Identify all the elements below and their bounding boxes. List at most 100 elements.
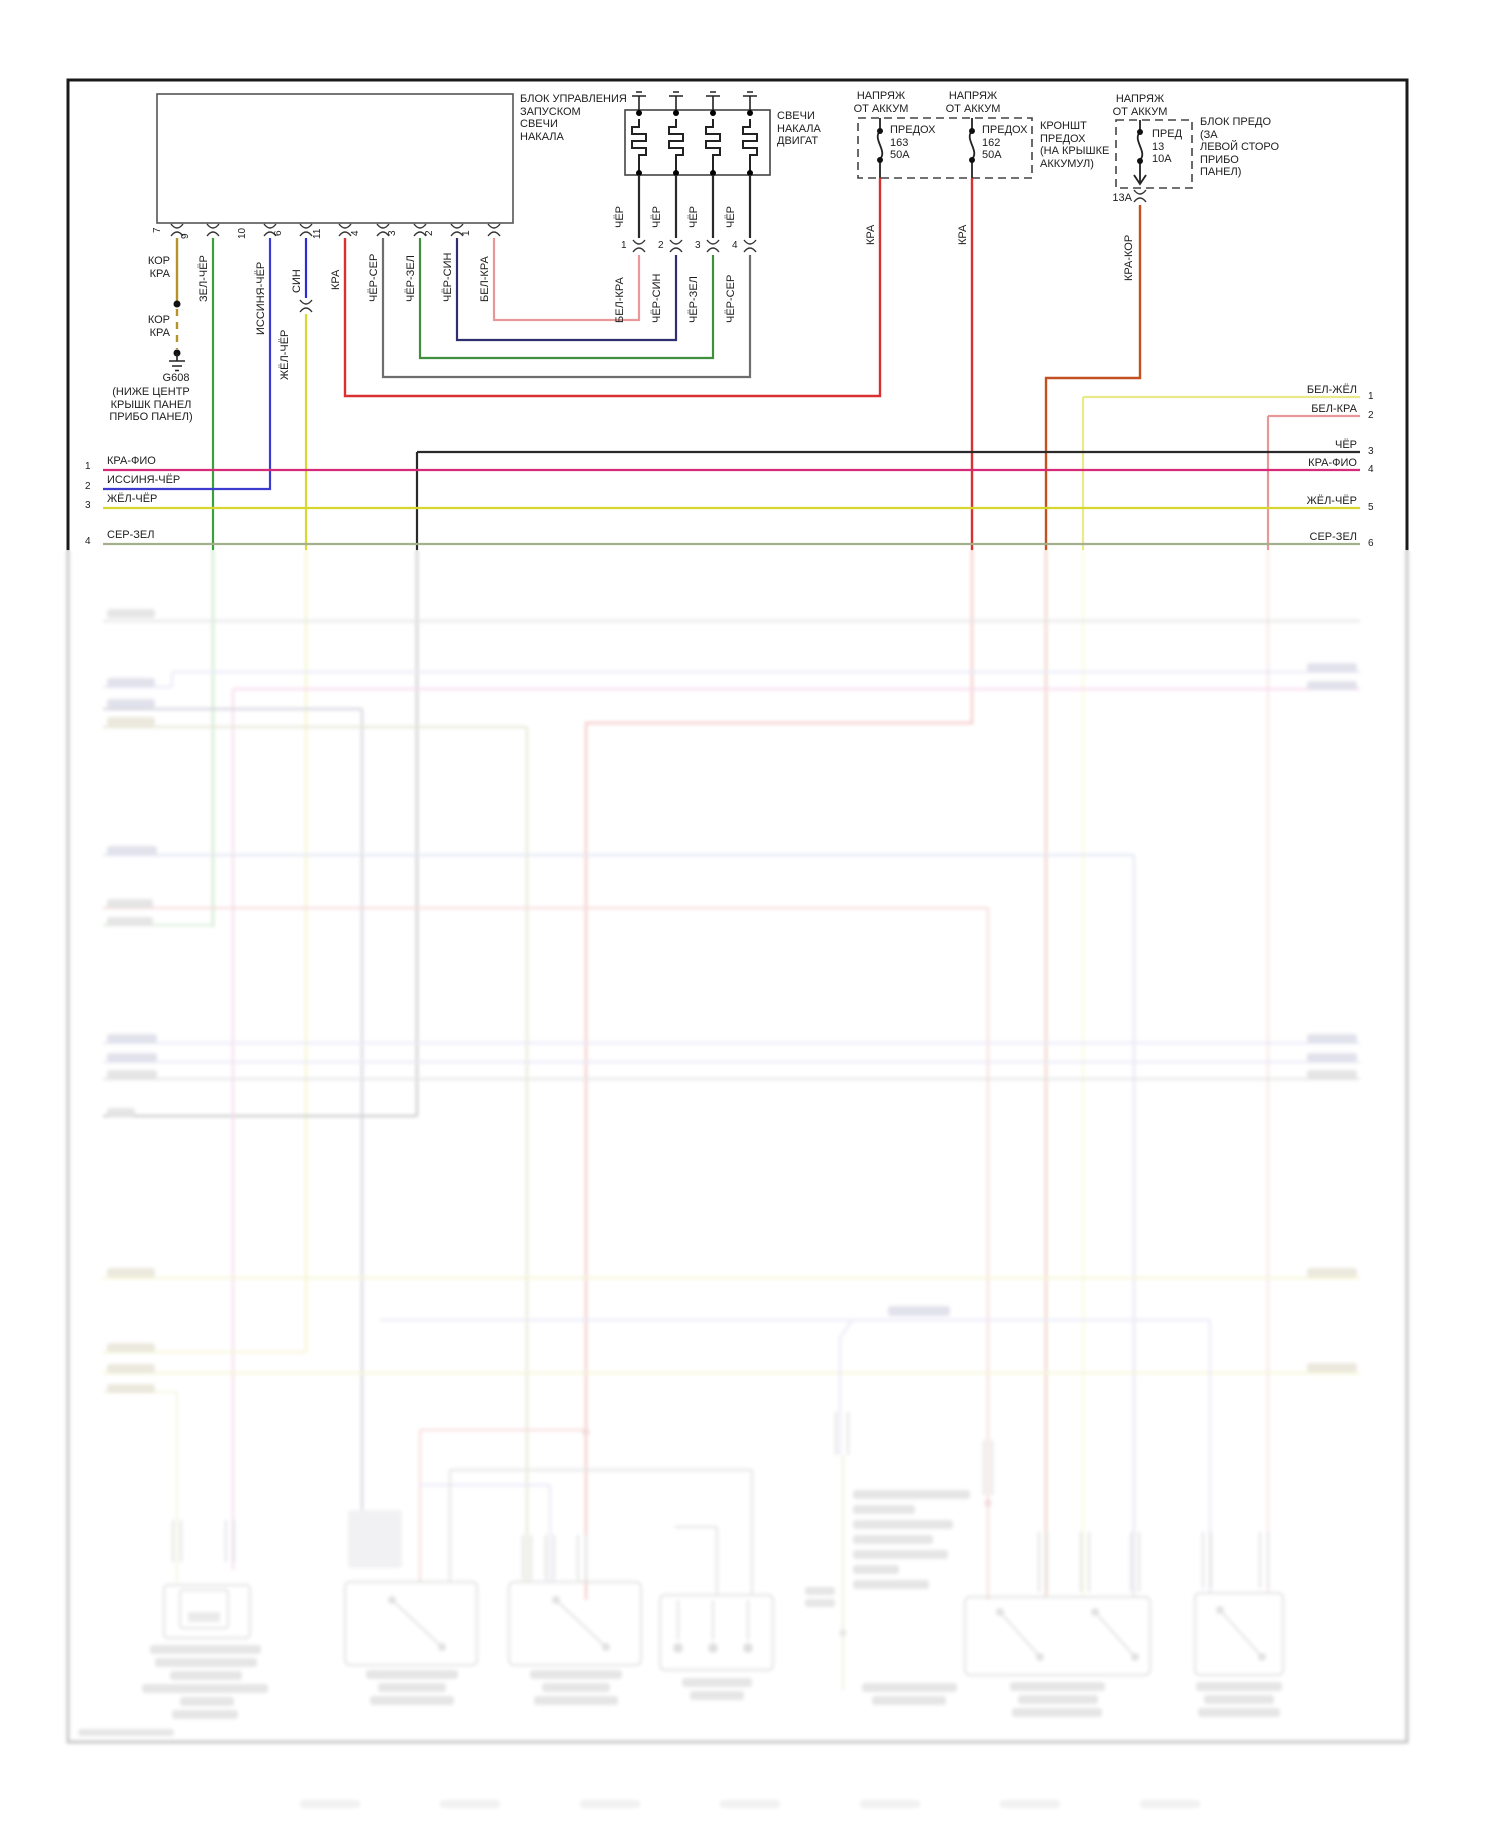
blurred-label <box>107 1053 157 1062</box>
right-terminal-number: 4 <box>1368 464 1374 475</box>
right-terminal-label: ЖЁЛ-ЧЁР <box>1306 495 1357 507</box>
cu-pin-number: 4 <box>350 230 361 236</box>
blurred-label <box>853 1505 915 1514</box>
batt-voltage-label-1: НАПРЯЖ ОТ АККУМ <box>853 90 909 115</box>
right-terminal-number: 2 <box>1368 410 1374 421</box>
blurred-label <box>1307 1053 1357 1062</box>
blurred-label <box>107 846 157 855</box>
right-terminal-label: БЕЛ-ЖЁЛ <box>1306 384 1357 396</box>
cu-pin-number: 7 <box>152 227 163 233</box>
wire-label-issinya-chyor: ИССИНЯ-ЧЁР <box>255 261 267 335</box>
wire-issinya-chyor <box>103 238 272 491</box>
blurred-footer <box>1140 1800 1200 1808</box>
blurred-label <box>1307 1363 1357 1372</box>
wire-label-kra: КРА <box>330 269 342 290</box>
left-terminal-number: 4 <box>85 536 91 547</box>
blurred-caption <box>690 1691 744 1700</box>
blurred-caption <box>180 1697 234 1706</box>
plug-pin-number: 2 <box>658 240 664 251</box>
glow-plug-chyor-wires <box>637 175 752 238</box>
right-terminal-label: БЕЛ-КРА <box>1311 403 1357 415</box>
blurred-caption <box>155 1658 257 1667</box>
blurred-caption <box>1012 1708 1102 1717</box>
blurred-label <box>107 717 155 726</box>
blurred-label <box>805 1599 835 1607</box>
wire-label-zhel-chyor: ЖЁЛ-ЧЁР <box>279 329 291 380</box>
wire-bel-kra <box>492 238 641 322</box>
plug-wire-label: БЕЛ-КРА <box>614 277 626 323</box>
cu-pin-number: 11 <box>312 228 323 239</box>
fuse-162-label: ПРЕДОХ 162 50А <box>982 124 1028 161</box>
blurred-label <box>107 1268 155 1277</box>
wire-label-chyor-ser: ЧЁР-СЕР <box>368 253 380 302</box>
blurred-caption <box>542 1683 610 1692</box>
blurred-caption <box>682 1678 752 1687</box>
blurred-footer <box>860 1800 920 1808</box>
wire-chyor-zel <box>418 238 715 360</box>
blurred-label <box>107 1364 155 1373</box>
wire-label-chyor: ЧЁР <box>688 205 700 228</box>
blurred-caption <box>172 1710 238 1719</box>
wire-label-kra-kor: КРА-КОР <box>1123 234 1135 281</box>
plug-pin-number: 1 <box>621 240 627 251</box>
wire-bel-kra-right <box>1266 414 1360 1593</box>
blurred-label <box>107 1034 157 1043</box>
wire-kra-kor <box>1044 205 1142 1597</box>
blurred-footer <box>580 1800 640 1808</box>
left-terminal-label: СЕР-ЗЕЛ <box>107 529 155 541</box>
wire-label-chyor: ЧЁР <box>725 205 737 228</box>
kor-kra-label-2: КОР КРА <box>147 314 170 339</box>
left-terminal-number: 1 <box>85 461 91 472</box>
faded-wiring <box>103 619 1360 1690</box>
glow-plugs-label: СВЕЧИ НАКАЛА ДВИГАТ <box>777 110 821 147</box>
batt-voltage-label-2: НАПРЯЖ ОТ АККУМ <box>945 90 1001 115</box>
blurred-caption <box>1010 1682 1105 1691</box>
wire-label-chyor: ЧЁР <box>614 205 626 228</box>
wire-kra-fuse162 <box>584 178 974 1600</box>
right-terminal-label: СЕР-ЗЕЛ <box>1309 531 1357 543</box>
blurred-caption <box>530 1670 622 1679</box>
blurred-caption <box>872 1696 946 1705</box>
blurred-caption <box>366 1670 458 1679</box>
glow-plug-grounds <box>631 91 758 116</box>
wire-label-bel-kra: БЕЛ-КРА <box>479 256 491 302</box>
blurred-footer-code <box>78 1729 174 1736</box>
right-terminal-number: 1 <box>1368 391 1374 402</box>
blurred-caption <box>1198 1708 1280 1717</box>
blurred-caption <box>378 1683 446 1692</box>
blurred-label <box>107 899 153 908</box>
fuse-block-box <box>1115 119 1193 189</box>
blurred-caption <box>150 1645 261 1654</box>
blurred-footer <box>720 1800 780 1808</box>
cu-pin-number: 3 <box>387 230 398 236</box>
blurred-label <box>1307 663 1357 672</box>
blurred-label <box>853 1520 953 1529</box>
blurred-label <box>853 1550 948 1559</box>
blurred-label <box>107 1070 157 1079</box>
control-unit-label: БЛОК УПРАВЛЕНИЯ ЗАПУСКОМ СВЕЧИ НАКАЛА <box>520 93 627 143</box>
left-terminal-number: 2 <box>85 481 91 492</box>
blurred-label <box>107 1384 155 1393</box>
fuse-13-label: ПРЕД 13 10А <box>1152 128 1183 165</box>
glow-plug-box <box>624 109 771 176</box>
fuse-bracket-label: КРОНШТ ПРЕДОХ (НА КРЫШКЕ АККУМУЛ) <box>1040 120 1110 170</box>
wire-label-kra-fuse163: КРА <box>865 224 877 245</box>
blurred-label <box>107 1108 135 1117</box>
ground-location-label: (НИЖЕ ЦЕНТР КРЫШК ПАНЕЛ ПРИБО ПАНЕЛ) <box>109 386 193 423</box>
plug-wire-label: ЧЁР-СИН <box>651 273 663 323</box>
blurred-label <box>1307 1070 1357 1079</box>
batt-voltage-label-3: НАПРЯЖ ОТ АККУМ <box>1112 93 1168 118</box>
wire-label-sin: СИН <box>291 269 303 293</box>
cu-pin-number: 6 <box>273 230 284 236</box>
right-terminal-label: КРА-ФИО <box>1308 457 1357 469</box>
wire-chyor-main <box>103 450 1360 1118</box>
fuse-163-symbol <box>876 118 884 178</box>
plug-wire-label: ЧЁР-ЗЕЛ <box>688 276 700 323</box>
fuse-163-label: ПРЕДОХ 163 50А <box>890 124 936 161</box>
blurred-label <box>1307 681 1357 690</box>
blurred-caption <box>862 1683 957 1692</box>
fuse13-connector-label: 13А <box>1112 192 1132 204</box>
control-unit-box <box>156 93 514 224</box>
